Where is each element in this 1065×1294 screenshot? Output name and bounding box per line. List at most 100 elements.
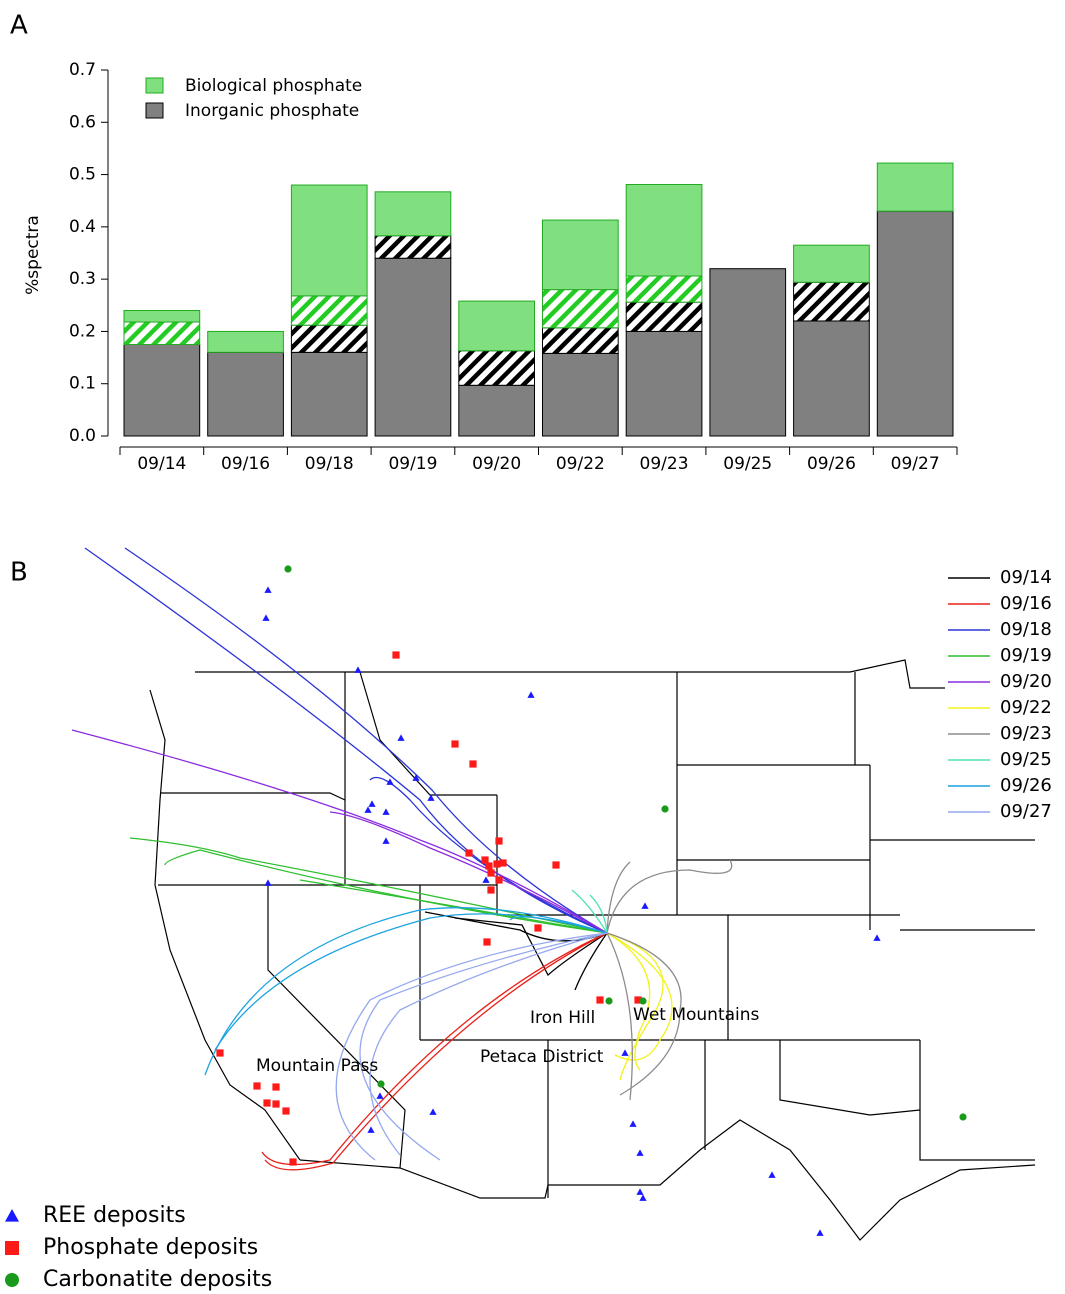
legend-swatch (145, 102, 164, 119)
deposit-marker (485, 862, 493, 870)
y-tick-label: 0.0 (69, 426, 96, 446)
panel-label: B (10, 558, 28, 588)
bar-segment (374, 257, 452, 437)
bar-segment (207, 330, 284, 353)
deposit-marker (629, 1120, 637, 1127)
trajectory (261, 932, 608, 1166)
trajectory (204, 907, 608, 1076)
bar-segment (709, 268, 787, 437)
legend-label: 09/23 (1000, 723, 1052, 744)
trajectory (129, 837, 608, 934)
legend-label: Phosphate deposits (43, 1235, 258, 1260)
deposit-marker (605, 997, 613, 1005)
trajectory (264, 932, 608, 1171)
deposit-marker (216, 1049, 224, 1057)
y-tick-label: 0.3 (69, 269, 96, 289)
trajectory (606, 932, 633, 1101)
deposit-marker (264, 879, 272, 886)
y-axis-label: %spectra (23, 215, 43, 295)
deposit-marker (493, 860, 501, 868)
deposit-marker (354, 666, 362, 673)
deposit-marker (873, 934, 881, 941)
place-label: Iron Hill (530, 1008, 595, 1028)
deposit-marker (382, 837, 390, 844)
deposit-marker (959, 1113, 967, 1121)
deposit-marker (487, 869, 495, 877)
legend-label: 09/14 (1000, 567, 1052, 588)
trajectory (606, 859, 733, 934)
deposit-marker (639, 1194, 647, 1201)
deposit-marker (636, 1188, 644, 1195)
legend-label: 09/18 (1000, 619, 1052, 640)
bar-segment (458, 384, 535, 437)
deposit-marker (495, 876, 503, 884)
y-tick-label: 0.2 (69, 321, 96, 341)
x-tick-label: 09/16 (221, 454, 270, 474)
x-tick-label: 09/25 (723, 454, 772, 474)
deposit-marker (397, 734, 405, 741)
legend-label: 09/19 (1000, 645, 1052, 666)
place-label: Petaca District (480, 1047, 604, 1067)
bar-segment (123, 321, 201, 346)
deposit-marker (465, 849, 473, 857)
bar-segment (793, 244, 870, 283)
deposit-marker (499, 859, 507, 867)
trajectory (84, 547, 608, 934)
x-tick-label: 09/22 (556, 454, 605, 474)
y-tick-label: 0.6 (69, 112, 96, 132)
bar-segment (542, 289, 619, 329)
legend-marker (5, 1209, 19, 1222)
legend-label: Carbonatite deposits (43, 1267, 272, 1292)
bar-segment (625, 301, 703, 332)
deposit-marker (482, 876, 490, 883)
bar-segment (625, 275, 703, 303)
deposit-marker (377, 1080, 385, 1088)
legend-label: 09/22 (1000, 697, 1052, 718)
bar-segment (458, 300, 535, 352)
legend-swatch (145, 77, 164, 94)
trajectory (606, 932, 673, 1061)
x-tick-label: 09/26 (807, 454, 856, 474)
deposit-marker (264, 586, 272, 593)
x-tick-label: 09/20 (472, 454, 521, 474)
deposit-marker (284, 565, 292, 573)
y-tick-label: 0.5 (69, 165, 96, 185)
deposit-marker (483, 938, 491, 946)
legend-marker (5, 1241, 19, 1255)
bar-segment (290, 351, 368, 437)
bar-segment (290, 295, 368, 326)
trajectory (369, 932, 608, 1156)
deposit-marker (451, 740, 459, 748)
deposit-marker (634, 996, 642, 1004)
bar-segment (374, 191, 452, 237)
bar-segment (290, 184, 368, 297)
legend-label: 09/27 (1000, 801, 1052, 822)
bar-segment (625, 330, 703, 437)
trajectory (369, 776, 608, 934)
trajectory (164, 849, 608, 934)
deposit-marker (364, 806, 372, 813)
deposit-marker (289, 1158, 297, 1166)
trajectory (571, 889, 608, 934)
bar-segment (374, 235, 452, 259)
trajectory (574, 932, 608, 991)
deposit-marker (376, 1092, 384, 1099)
bar-segment (876, 210, 954, 437)
map-borders (149, 659, 1036, 1241)
legend-label: 09/16 (1000, 593, 1052, 614)
x-tick-label: 09/19 (388, 454, 437, 474)
bar-segment (123, 344, 201, 437)
bar-segment (542, 352, 619, 437)
deposit-marker (621, 1049, 629, 1056)
deposit-marker (263, 1099, 271, 1107)
deposit-marker (495, 837, 503, 845)
deposit-marker (429, 1108, 437, 1115)
legend-label: 09/20 (1000, 671, 1052, 692)
deposit-marker (392, 651, 400, 659)
deposit-marker (253, 1082, 261, 1090)
y-tick-label: 0.4 (69, 217, 96, 237)
deposit-marker (481, 856, 489, 864)
trajectory (359, 932, 608, 1161)
y-tick-label: 0.7 (69, 60, 96, 80)
